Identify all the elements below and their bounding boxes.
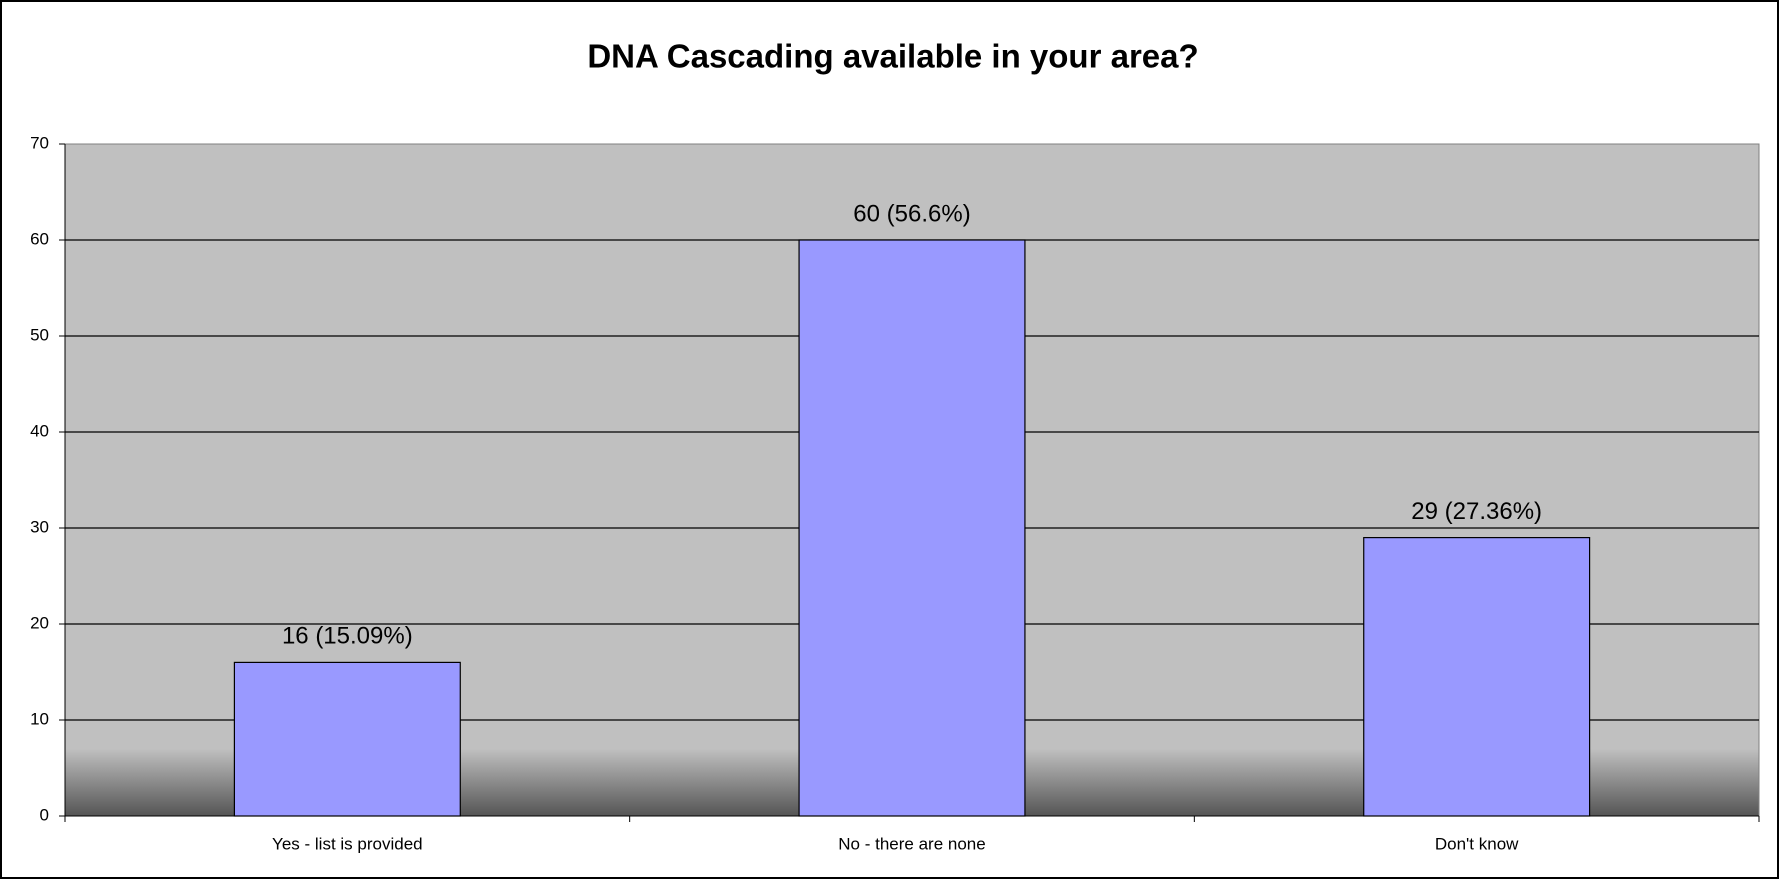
y-tick-label: 10	[30, 709, 49, 728]
y-tick-label: 70	[30, 133, 49, 152]
bar	[1363, 536, 1591, 817]
x-tick-label: Don't know	[1435, 834, 1519, 853]
y-tick-label: 20	[30, 613, 49, 632]
chart-title: DNA Cascading available in your area?	[587, 38, 1198, 75]
data-label: 16 (15.09%)	[282, 623, 413, 650]
y-tick-label: 50	[30, 325, 49, 344]
x-tick-label: Yes - list is provided	[272, 834, 423, 853]
bar	[798, 239, 1026, 817]
y-tick-label: 0	[40, 805, 49, 824]
y-tick-label: 30	[30, 517, 49, 536]
bar	[233, 661, 461, 817]
data-label: 29 (27.36%)	[1411, 498, 1542, 525]
y-tick-label: 40	[30, 421, 49, 440]
data-label: 60 (56.6%)	[853, 200, 970, 227]
x-tick-label: No - there are none	[838, 834, 985, 853]
y-tick-label: 60	[30, 229, 49, 248]
